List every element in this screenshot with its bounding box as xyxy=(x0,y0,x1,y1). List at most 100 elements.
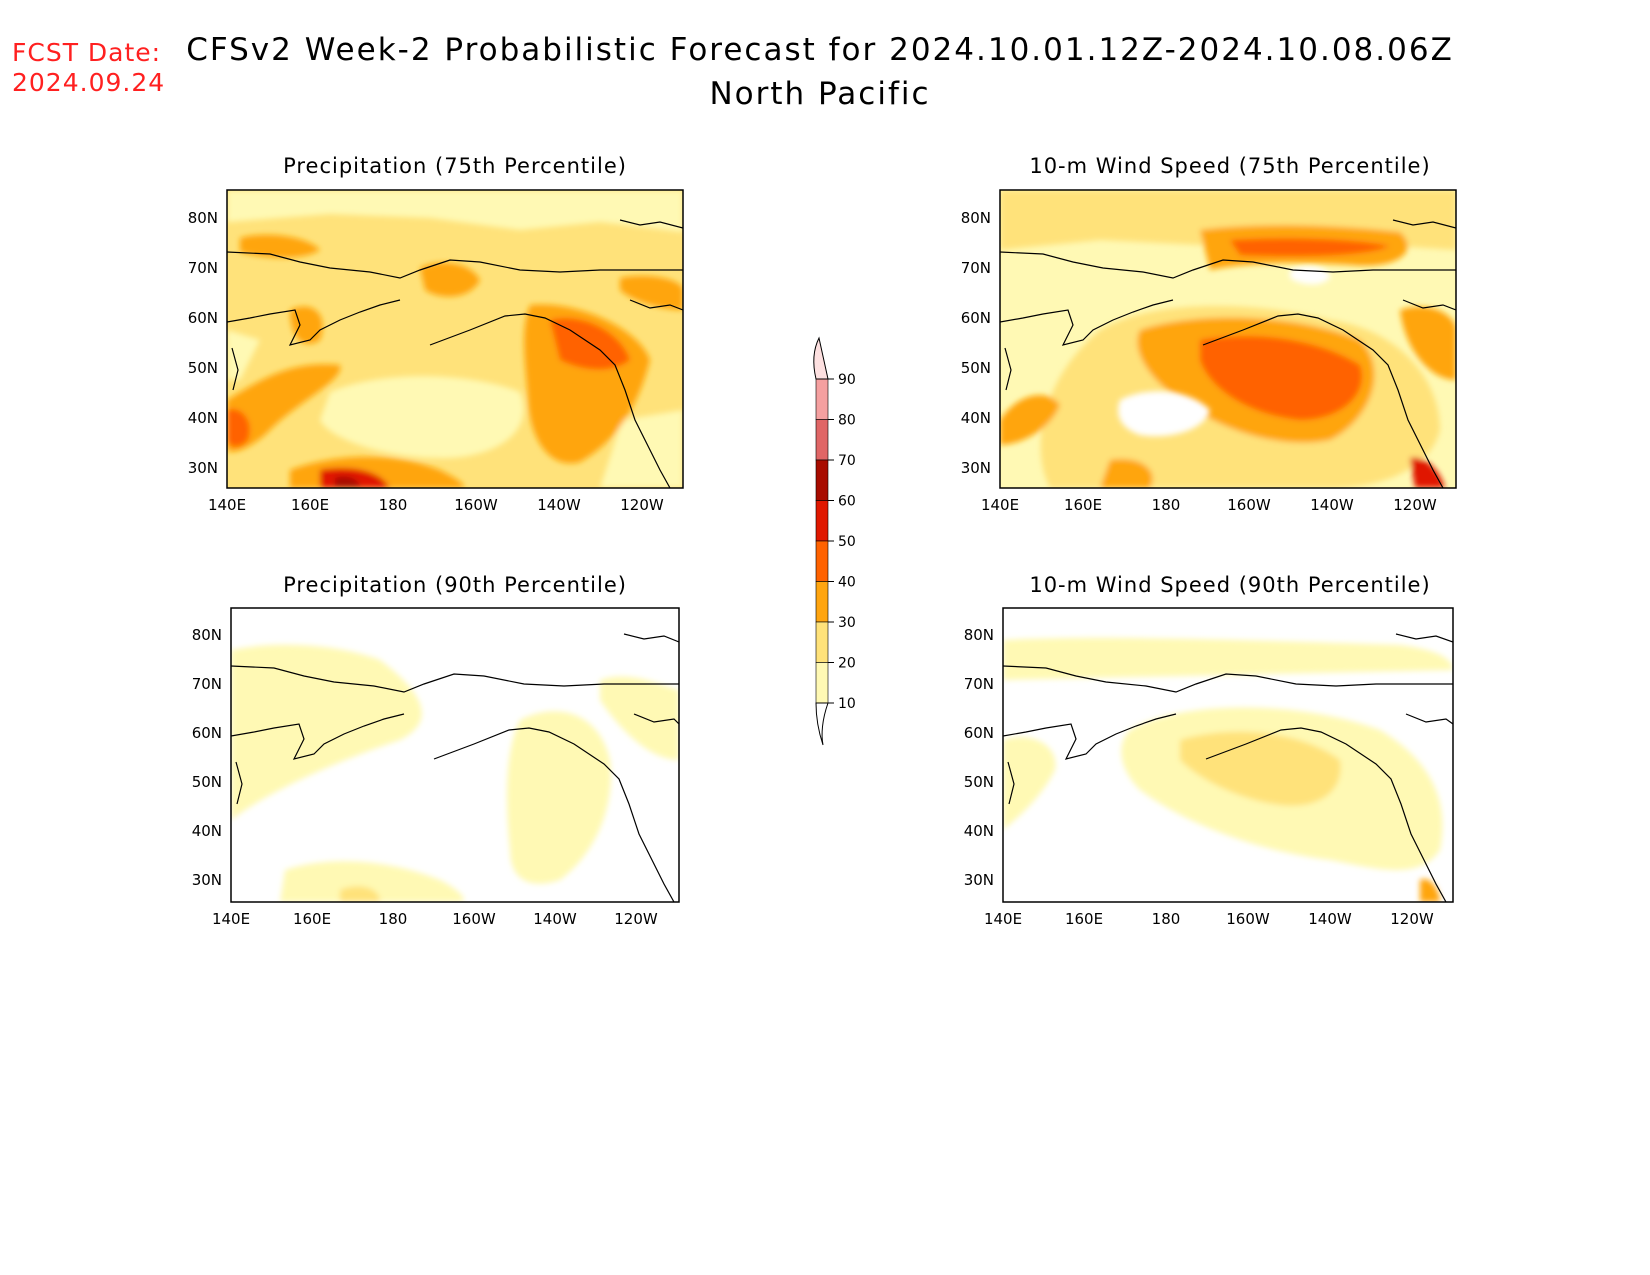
lat-label-30n: 30N xyxy=(192,871,222,889)
colorbar-label: 80 xyxy=(838,413,856,429)
lat-label-30n: 30N xyxy=(961,459,991,477)
lat-label-60n: 60N xyxy=(961,309,991,327)
lat-label-80n: 80N xyxy=(192,626,222,644)
lon-labels: 140E 160E 180 160W 140W 120W xyxy=(981,496,1437,514)
lat-label-50n: 50N xyxy=(961,359,991,377)
panel-title: 10-m Wind Speed (90th Percentile) xyxy=(1029,573,1430,597)
lat-label-80n: 80N xyxy=(188,209,218,227)
panel-wind90: 10-m Wind Speed (90th Percentile) 80N 70… xyxy=(964,573,1454,928)
lon-label-160w: 160W xyxy=(454,496,498,514)
lon-label-160w: 160W xyxy=(452,910,496,928)
lat-label-70n: 70N xyxy=(964,675,994,693)
colorbar-swatch xyxy=(815,419,829,461)
lon-label-180: 180 xyxy=(379,910,408,928)
lon-label-120w: 120W xyxy=(1393,496,1437,514)
lat-labels: 80N 70N 60N 50N 40N 30N xyxy=(964,626,994,889)
wind75-coastlines xyxy=(1000,219,1456,488)
forecast-date-label: FCST Date: 2024.09.24 xyxy=(12,38,165,98)
precip75-shading xyxy=(227,190,683,488)
lon-label-160e: 160E xyxy=(293,910,331,928)
lat-label-70n: 70N xyxy=(188,259,218,277)
lon-label-160w: 160W xyxy=(1226,910,1270,928)
lon-label-120w: 120W xyxy=(620,496,664,514)
colorbar-swatch xyxy=(815,459,829,501)
precip90-coastlines xyxy=(231,633,679,902)
lon-label-140w: 140W xyxy=(537,496,581,514)
lat-label-30n: 30N xyxy=(964,871,994,889)
colorbar-label: 70 xyxy=(838,453,856,469)
wind90-shading xyxy=(1003,608,1453,902)
precip90-frame xyxy=(230,607,680,903)
fcst-date-caption: FCST Date: xyxy=(12,38,162,67)
colorbar-label: 40 xyxy=(838,575,856,591)
lon-label-160w: 160W xyxy=(1227,496,1271,514)
main-title: CFSv2 Week-2 Probabilistic Forecast for … xyxy=(186,32,1454,68)
region-subtitle: North Pacific xyxy=(709,76,931,112)
lat-label-60n: 60N xyxy=(192,724,222,742)
lat-labels: 80N 70N 60N 50N 40N 30N xyxy=(961,209,991,477)
colorbar-bottom-arrow xyxy=(815,702,829,746)
colorbar-label: 90 xyxy=(838,372,856,388)
lon-label-140e: 140E xyxy=(208,496,246,514)
precip75-coastlines xyxy=(227,219,683,488)
colorbar-swatch xyxy=(815,581,829,623)
lat-label-70n: 70N xyxy=(961,259,991,277)
precip90-shading xyxy=(231,608,679,902)
lat-label-40n: 40N xyxy=(961,409,991,427)
lon-label-140w: 140W xyxy=(1310,496,1354,514)
colorbar-label: 50 xyxy=(838,534,856,550)
lon-label-140e: 140E xyxy=(981,496,1019,514)
lon-label-160e: 160E xyxy=(291,496,329,514)
wind75-frame xyxy=(999,189,1457,489)
panel-precip75: Precipitation (75th Percentile) xyxy=(188,154,684,514)
lat-label-50n: 50N xyxy=(192,773,222,791)
lat-label-70n: 70N xyxy=(192,675,222,693)
colorbar-label: 20 xyxy=(838,656,856,672)
lat-label-40n: 40N xyxy=(192,822,222,840)
lat-label-80n: 80N xyxy=(961,209,991,227)
wind90-coastlines xyxy=(1003,633,1453,902)
colorbar-label: 10 xyxy=(838,696,856,712)
colorbar-top-arrow xyxy=(813,336,829,380)
lon-labels: 140E 160E 180 160W 140W 120W xyxy=(984,910,1434,928)
panel-title: Precipitation (75th Percentile) xyxy=(283,154,627,178)
lon-label-120w: 120W xyxy=(1390,910,1434,928)
fcst-date-value: 2024.09.24 xyxy=(12,68,166,97)
lat-label-30n: 30N xyxy=(188,459,218,477)
colorbar-swatch xyxy=(815,378,829,420)
lat-label-80n: 80N xyxy=(964,626,994,644)
lat-label-60n: 60N xyxy=(964,724,994,742)
colorbar-swatch xyxy=(815,540,829,582)
lon-label-140e: 140E xyxy=(984,910,1022,928)
lon-label-160e: 160E xyxy=(1064,496,1102,514)
lon-label-180: 180 xyxy=(1152,496,1181,514)
lat-label-40n: 40N xyxy=(188,409,218,427)
wind90-frame xyxy=(1002,607,1454,903)
lon-label-140e: 140E xyxy=(212,910,250,928)
lon-label-180: 180 xyxy=(379,496,408,514)
lat-labels: 80N 70N 60N 50N 40N 30N xyxy=(192,626,222,889)
lon-label-120w: 120W xyxy=(614,910,658,928)
precip75-frame xyxy=(226,189,684,489)
panel-title: 10-m Wind Speed (75th Percentile) xyxy=(1029,154,1430,178)
lat-label-50n: 50N xyxy=(964,773,994,791)
lon-labels: 140E 160E 180 160W 140W 120W xyxy=(212,910,658,928)
colorbar-label: 60 xyxy=(838,494,856,510)
panel-precip90: Precipitation (90th Percentile) 80N 70N … xyxy=(192,573,680,928)
colorbar-swatch xyxy=(815,662,829,704)
lat-label-60n: 60N xyxy=(188,309,218,327)
lat-label-50n: 50N xyxy=(188,359,218,377)
lon-label-140w: 140W xyxy=(1308,910,1352,928)
lon-label-160e: 160E xyxy=(1065,910,1103,928)
colorbar-label: 30 xyxy=(838,615,856,631)
lon-label-140w: 140W xyxy=(533,910,577,928)
panel-title: Precipitation (90th Percentile) xyxy=(283,573,627,597)
lon-label-180: 180 xyxy=(1152,910,1181,928)
lon-labels: 140E 160E 180 160W 140W 120W xyxy=(208,496,664,514)
colorbar-swatch xyxy=(815,621,829,663)
lat-labels: 80N 70N 60N 50N 40N 30N xyxy=(188,209,218,477)
colorbar-swatch xyxy=(815,500,829,542)
lat-label-40n: 40N xyxy=(964,822,994,840)
colorbar: 10 20 30 40 50 60 70 80 90 xyxy=(813,336,856,746)
